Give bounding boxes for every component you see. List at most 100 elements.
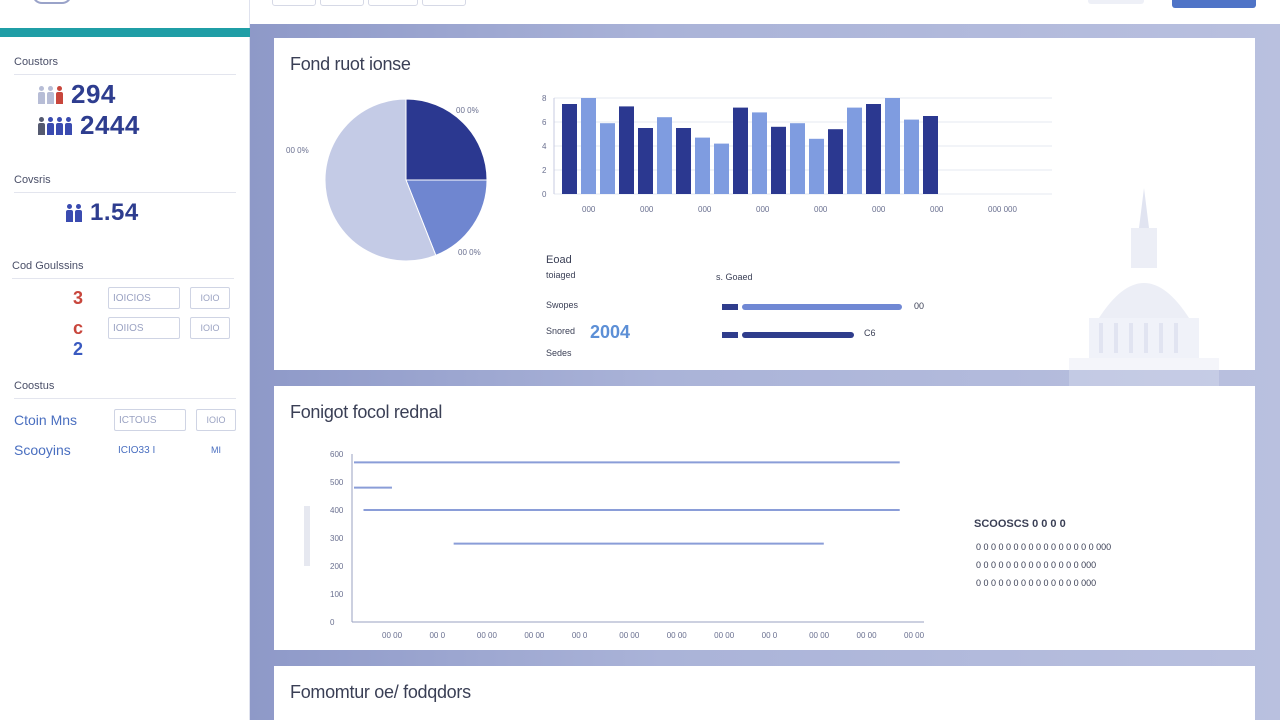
info-label: s. Goaed <box>716 272 753 282</box>
x-tick-label: 000 <box>872 205 886 214</box>
progress-value: 00 <box>914 301 925 311</box>
top-tab[interactable] <box>320 0 364 6</box>
link-input[interactable]: ICTOUS <box>114 409 186 431</box>
bar-8-a <box>866 104 881 194</box>
top-tab[interactable] <box>272 0 316 6</box>
x-tick-label: 00 00 <box>524 631 545 640</box>
y-tick-label: 0 <box>542 190 547 199</box>
stat-value: 1.54 <box>90 199 139 226</box>
forecast-card: Fonigot focol rednal 600 500 400 300 200 100 0… <box>274 386 1255 650</box>
y-tick-label: 200 <box>330 562 344 571</box>
sidebar-section-stats: Coustors 294 2444 <box>14 56 236 141</box>
pie-slice-1 <box>405 179 488 256</box>
sidebar: Coustors 294 2444 Covsris 1.54 Cod Gouls… <box>0 0 250 720</box>
counter-number: 2 <box>72 339 83 359</box>
link-row: Scooyins ICIO33 I MI <box>14 439 236 461</box>
progress-bar-fill <box>742 332 854 338</box>
y-tick-label: 4 <box>542 142 547 151</box>
section-title: Cod Goulssins <box>12 260 234 279</box>
x-tick-label: 000 <box>930 205 944 214</box>
bar-6-a <box>790 123 805 194</box>
pie-label: 00 0% <box>286 146 309 155</box>
link-button[interactable]: IOIO <box>196 409 236 431</box>
top-tab[interactable] <box>368 0 418 6</box>
info-label: Swopes <box>546 300 579 310</box>
section-title: Coostus <box>14 380 236 399</box>
x-tick-label: 00 00 <box>904 631 925 640</box>
x-tick-label: 000 <box>640 205 654 214</box>
bar-4-b <box>733 107 748 194</box>
sidebar-link[interactable]: Ctoin Mns <box>14 412 78 428</box>
sidebar-link[interactable]: Scooyins <box>14 442 71 458</box>
bar-6-b <box>809 138 824 194</box>
people-icon <box>38 116 72 135</box>
bar-2-b <box>657 117 672 194</box>
bar-9-b <box>923 116 938 194</box>
legend-row: 0 0 0 0 0 0 0 0 0 0 0 0 0 0 000 <box>976 578 1097 588</box>
y-tick-label: 600 <box>330 450 344 459</box>
y-tick-label: 8 <box>542 94 547 103</box>
bar-1-a <box>600 123 615 194</box>
pie-chart <box>324 98 488 262</box>
bar-5-a <box>752 112 767 194</box>
top-primary-button[interactable] <box>1172 0 1256 8</box>
pie-label: 00 0% <box>456 106 479 115</box>
counter-row: c IOIIOS IOIO <box>58 317 234 339</box>
x-tick-label: 00 00 <box>809 631 830 640</box>
counter-input[interactable]: IOIIOS <box>108 317 180 339</box>
info-label: toiaged <box>546 270 576 280</box>
counter-number: 3 <box>72 287 83 308</box>
bar-3-b <box>695 137 710 194</box>
x-tick-label: 00 00 <box>667 631 688 640</box>
counter-row: 3 IOICIOS IOIO <box>58 287 234 309</box>
counter-number: c <box>72 317 83 338</box>
sidebar-section-counters: Cod Goulssins 3 IOICIOS IOIO c IOIIOS IO… <box>12 260 234 360</box>
highlight-number: 2004 <box>590 322 631 342</box>
bar-0-b <box>581 98 596 194</box>
bar-5-b <box>771 126 786 194</box>
top-tab[interactable] <box>422 0 466 6</box>
stat-row: 2444 <box>38 110 236 141</box>
bottom-card: Fomomtur oe/ fodqdors <box>274 666 1255 720</box>
x-tick-label: 00 0 <box>762 631 778 640</box>
y-tick-label: 100 <box>330 590 344 599</box>
x-tick-label: 000 000 <box>988 205 1017 214</box>
x-tick-label: 00 00 <box>382 631 403 640</box>
y-tick-label: 400 <box>330 506 344 515</box>
section-title: Coustors <box>14 56 236 75</box>
stat-row: 1.54 <box>66 199 236 227</box>
legend-row: 0 0 0 0 0 0 0 0 0 0 0 0 0 0 000 <box>976 560 1097 570</box>
counter-input[interactable]: IOICIOS <box>108 287 180 309</box>
bar-4-a <box>714 143 729 194</box>
bar-7-b <box>847 107 862 194</box>
y-axis-label <box>304 506 310 566</box>
progress-bar-fill <box>742 304 902 310</box>
link-row: Ctoin Mns ICTOUS IOIO <box>14 409 236 431</box>
logo[interactable] <box>32 0 72 4</box>
pie-slice-0 <box>405 98 488 181</box>
y-tick-label: 300 <box>330 534 344 543</box>
top-light-button[interactable] <box>1088 0 1144 4</box>
bar-0-a <box>562 104 577 194</box>
progress-bar-cap <box>722 332 738 338</box>
x-tick-label: 000 <box>698 205 712 214</box>
bar-7-a <box>828 129 843 194</box>
counter-button[interactable]: IOIO <box>190 317 230 339</box>
stat-value: 2444 <box>80 110 140 140</box>
card-title: Fonigot focol rednal <box>290 402 443 422</box>
info-label: Eoad <box>546 254 572 266</box>
link-button[interactable]: MI <box>211 445 221 455</box>
counter-button[interactable]: IOIO <box>190 287 230 309</box>
x-tick-label: 000 <box>814 205 828 214</box>
x-tick-label: 00 00 <box>714 631 735 640</box>
info-label: Sedes <box>546 348 572 358</box>
sidebar-section-rate: Covsris 1.54 <box>14 174 236 227</box>
pie-label: 00 0% <box>458 248 481 257</box>
legend-row: 0 0 0 0 0 0 0 0 0 0 0 0 0 0 0 0 000 <box>976 542 1112 552</box>
card-title: Fomomtur oe/ fodqdors <box>290 682 471 702</box>
link-input[interactable]: ICIO33 I <box>118 444 156 456</box>
card-title: Fond ruot ionse <box>290 54 411 74</box>
